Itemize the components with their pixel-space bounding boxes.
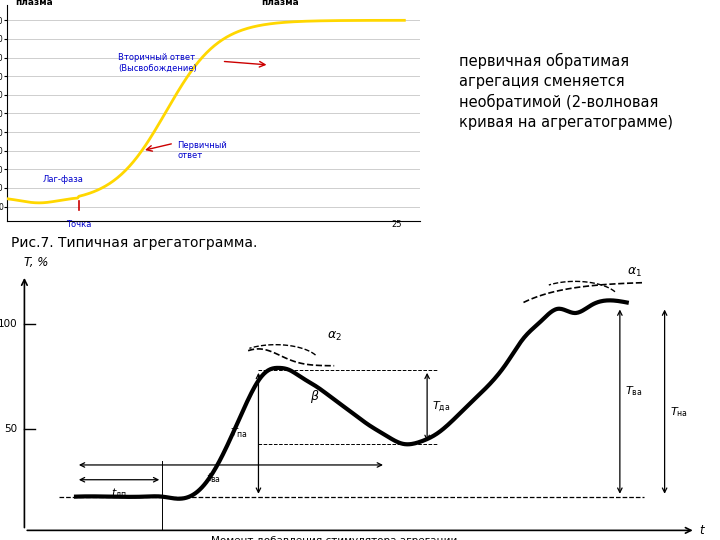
Text: $t_{\mathregular{лп}}$: $t_{\mathregular{лп}}$	[111, 486, 127, 500]
Text: первичная обратимая
агрегация сменяется
необратимой (2-волновая
кривая на агрега: первичная обратимая агрегация сменяется …	[459, 53, 673, 130]
Text: Вторичный ответ
(Высвобождение): Вторичный ответ (Высвобождение)	[118, 53, 197, 73]
Text: $\beta$: $\beta$	[310, 388, 320, 405]
Text: $T_{\mathregular{па}}$: $T_{\mathregular{па}}$	[230, 427, 248, 440]
Text: Момент добавления стимулятора агрегации: Момент добавления стимулятора агрегации	[211, 536, 457, 540]
Text: $t_{\mathregular{ва}}$: $t_{\mathregular{ва}}$	[206, 471, 221, 485]
Text: T, %: T, %	[24, 256, 49, 269]
Text: t: t	[699, 524, 703, 537]
Text: 100: 100	[0, 319, 17, 328]
Text: $T_{\mathregular{да}}$: $T_{\mathregular{да}}$	[432, 400, 451, 414]
Text: Рис.7. Типичная агрегатограмма.: Рис.7. Типичная агрегатограмма.	[12, 236, 258, 250]
Text: Точка: Точка	[66, 220, 91, 228]
Text: Богатая
тромбоцитами
плазма: Богатая тромбоцитами плазма	[15, 0, 91, 7]
Text: Бедная
тромбоцитами
плазма: Бедная тромбоцитами плазма	[261, 0, 337, 7]
Text: 50: 50	[4, 424, 17, 434]
Text: Первичный
ответ: Первичный ответ	[177, 141, 227, 160]
Text: 25: 25	[391, 220, 402, 228]
Text: $\alpha_2$: $\alpha_2$	[328, 329, 342, 342]
Text: $T_{\mathregular{на}}$: $T_{\mathregular{на}}$	[670, 406, 688, 419]
Text: $\alpha_1$: $\alpha_1$	[626, 266, 642, 279]
Text: Лаг-фаза: Лаг-фаза	[42, 176, 83, 184]
Text: $T_{\mathregular{ва}}$: $T_{\mathregular{ва}}$	[625, 384, 642, 398]
